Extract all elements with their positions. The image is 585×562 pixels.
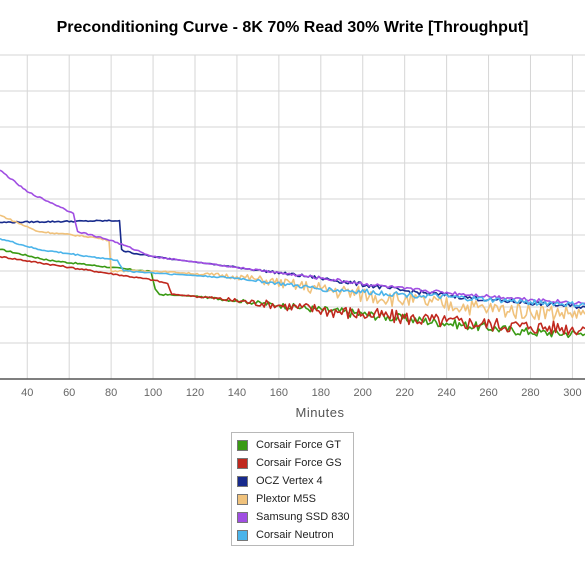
- x-tick-label: 40: [21, 387, 33, 399]
- legend-label: Plextor M5S: [256, 493, 316, 505]
- legend-item[interactable]: Corsair Neutron: [232, 526, 353, 544]
- legend-item[interactable]: Plextor M5S: [232, 490, 353, 508]
- legend-label: Corsair Force GS: [256, 457, 342, 469]
- series-line: [0, 248, 585, 339]
- chart-axes: 40 60 80 100 120 140 160 180 200 220 240 260 280 300: [0, 378, 585, 399]
- legend-label: Corsair Neutron: [256, 529, 334, 541]
- x-tick-label: 220: [395, 387, 413, 399]
- chart-title: Preconditioning Curve - 8K 70% Read 30% …: [56, 19, 529, 36]
- legend-item[interactable]: Corsair Force GS: [232, 454, 353, 472]
- legend-item[interactable]: Samsung SSD 830: [232, 508, 353, 526]
- legend-item[interactable]: Corsair Force GT: [232, 436, 353, 454]
- x-tick-label: 100: [144, 387, 162, 399]
- x-tick-label: 200: [354, 387, 372, 399]
- x-tick-label: 180: [312, 387, 330, 399]
- series-line: [0, 237, 585, 308]
- series-line: [0, 255, 585, 336]
- legend-swatch: [237, 475, 248, 487]
- chart-grid: [0, 54, 585, 380]
- legend-swatch: [237, 439, 248, 451]
- legend-item[interactable]: OCZ Vertex 4: [232, 472, 353, 490]
- x-tick-label: 280: [521, 387, 539, 399]
- legend-swatch: [237, 457, 248, 469]
- x-tick-label: 160: [270, 387, 288, 399]
- x-tick-label: 240: [437, 387, 455, 399]
- legend-label: Corsair Force GT: [256, 439, 341, 451]
- legend-swatch: [237, 511, 248, 523]
- legend-swatch: [237, 529, 248, 541]
- legend-label: Samsung SSD 830: [256, 511, 350, 523]
- x-axis-title: Minutes: [295, 405, 344, 420]
- series-line: [0, 169, 585, 305]
- x-tick-label: 260: [479, 387, 497, 399]
- series-line: [0, 214, 585, 321]
- x-tick-label: 60: [63, 387, 75, 399]
- x-tick-label: 120: [186, 387, 204, 399]
- legend-label: OCZ Vertex 4: [256, 475, 323, 487]
- x-tick-label: 140: [228, 387, 246, 399]
- x-tick-label: 80: [105, 387, 117, 399]
- legend-swatch: [237, 493, 248, 505]
- chart-legend: Corsair Force GT Corsair Force GS OCZ Vert…: [231, 432, 354, 546]
- chart-series: [0, 169, 585, 339]
- x-tick-label: 300: [563, 387, 581, 399]
